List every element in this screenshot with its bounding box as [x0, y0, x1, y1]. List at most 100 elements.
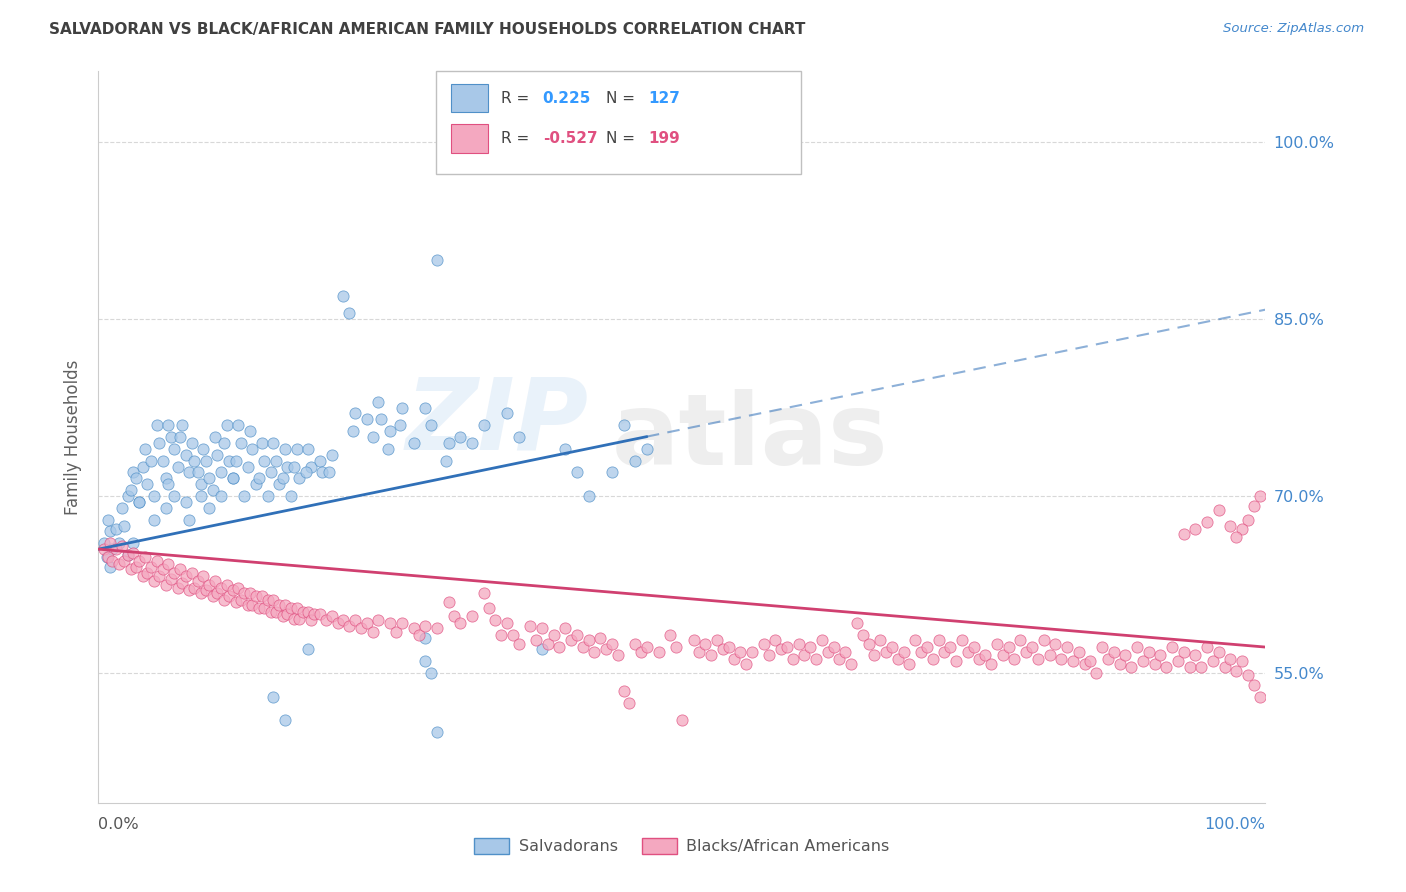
Point: [207, 586, 229, 600]
Point: [239, 586, 262, 600]
Point: [148, 569, 170, 583]
Point: [321, 609, 343, 624]
Point: [449, 616, 471, 631]
Point: [112, 554, 135, 568]
Point: [665, 640, 688, 654]
Point: [134, 550, 156, 565]
Point: [647, 645, 669, 659]
Point: [589, 631, 612, 645]
Point: [332, 613, 354, 627]
Point: [413, 631, 436, 645]
Point: [606, 648, 628, 663]
Point: [554, 621, 576, 635]
Point: [367, 613, 389, 627]
Point: [269, 598, 291, 612]
Point: [190, 489, 212, 503]
Point: [190, 477, 212, 491]
Text: N =: N =: [606, 91, 636, 105]
Point: [420, 666, 443, 681]
Point: [117, 489, 139, 503]
Point: [402, 436, 425, 450]
Point: [1102, 645, 1125, 659]
Point: [939, 640, 962, 654]
Point: [98, 524, 121, 539]
Point: [221, 471, 243, 485]
Point: [125, 559, 148, 574]
Point: [242, 598, 264, 612]
Point: [215, 577, 238, 591]
Point: [413, 619, 436, 633]
Point: [98, 559, 121, 574]
Point: [1249, 690, 1271, 704]
Point: [295, 466, 318, 480]
Point: [659, 628, 682, 642]
Point: [163, 489, 186, 503]
Point: [613, 683, 636, 698]
Point: [1073, 657, 1095, 671]
Point: [997, 640, 1019, 654]
Point: [1032, 632, 1054, 647]
Point: [169, 562, 191, 576]
Point: [402, 621, 425, 635]
Point: [904, 632, 927, 647]
Point: [209, 489, 232, 503]
Point: [934, 645, 956, 659]
Point: [519, 619, 541, 633]
Point: [249, 471, 271, 485]
Point: [93, 536, 115, 550]
Point: [1097, 652, 1119, 666]
Point: [530, 642, 553, 657]
Point: [782, 652, 804, 666]
Point: [1213, 660, 1236, 674]
Point: [613, 418, 636, 433]
Point: [104, 542, 127, 557]
Point: [619, 696, 641, 710]
Point: [342, 424, 364, 438]
Point: [274, 713, 297, 727]
Point: [132, 459, 155, 474]
Point: [508, 636, 530, 650]
Point: [187, 466, 209, 480]
Point: [426, 621, 449, 635]
Point: [1161, 640, 1184, 654]
Point: [228, 581, 250, 595]
Point: [128, 495, 150, 509]
Point: [858, 636, 880, 650]
Point: [262, 436, 284, 450]
Point: [285, 601, 308, 615]
Point: [1249, 489, 1271, 503]
Point: [309, 607, 332, 621]
Point: [136, 566, 159, 580]
Point: [166, 581, 188, 595]
Point: [1080, 654, 1102, 668]
Point: [163, 566, 186, 580]
Point: [1137, 645, 1160, 659]
Point: [688, 645, 710, 659]
Point: [143, 489, 166, 503]
Text: 199: 199: [648, 131, 681, 145]
Point: [770, 642, 793, 657]
Text: 127: 127: [648, 91, 681, 105]
Point: [630, 645, 652, 659]
Point: [274, 442, 297, 456]
Text: R =: R =: [501, 91, 529, 105]
Point: [166, 459, 188, 474]
Point: [146, 554, 169, 568]
Legend: Salvadorans, Blacks/African Americans: Salvadorans, Blacks/African Americans: [468, 831, 896, 861]
Point: [600, 636, 623, 650]
Point: [846, 616, 869, 631]
Point: [730, 645, 752, 659]
Point: [239, 424, 262, 438]
Point: [426, 253, 449, 268]
Point: [245, 590, 267, 604]
Point: [245, 477, 267, 491]
Point: [695, 636, 717, 650]
Point: [218, 590, 240, 604]
Point: [1050, 652, 1073, 666]
Point: [269, 477, 291, 491]
Point: [413, 401, 436, 415]
Point: [1010, 632, 1032, 647]
Point: [297, 442, 319, 456]
Point: [910, 645, 932, 659]
Point: [1038, 648, 1060, 663]
